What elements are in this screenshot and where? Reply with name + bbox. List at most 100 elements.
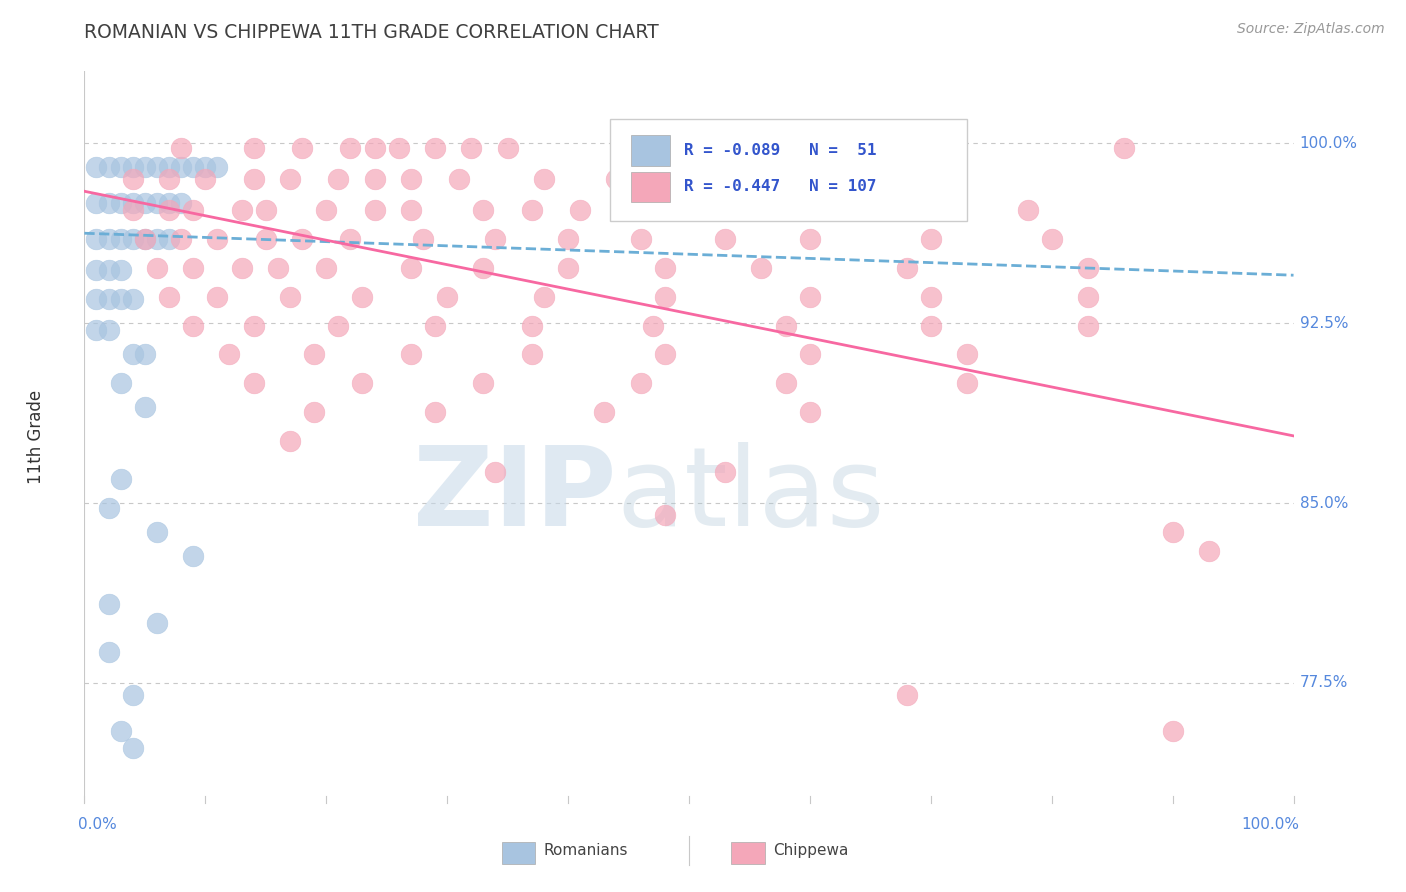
Point	[533, 290, 555, 304]
Point	[170, 141, 193, 155]
Point	[146, 161, 169, 175]
FancyBboxPatch shape	[502, 841, 536, 863]
Point	[134, 232, 156, 246]
Point	[315, 260, 337, 275]
Point	[423, 318, 446, 333]
Point	[1161, 524, 1184, 539]
Point	[1017, 203, 1039, 218]
Point	[242, 376, 264, 391]
Point	[86, 161, 108, 175]
Point	[170, 232, 193, 246]
Point	[121, 688, 143, 702]
Point	[97, 500, 120, 515]
Point	[399, 260, 422, 275]
Text: R = -0.089   N =  51: R = -0.089 N = 51	[685, 143, 876, 158]
Text: ZIP: ZIP	[413, 442, 616, 549]
Point	[520, 203, 543, 218]
Point	[134, 232, 156, 246]
Point	[399, 172, 422, 186]
Point	[146, 260, 169, 275]
Text: 100.0%: 100.0%	[1299, 136, 1358, 151]
Point	[1077, 260, 1099, 275]
Text: R = -0.447   N = 107: R = -0.447 N = 107	[685, 179, 876, 194]
Point	[97, 292, 120, 306]
Point	[352, 376, 374, 391]
Point	[388, 141, 411, 155]
Text: 85.0%: 85.0%	[1299, 496, 1348, 510]
Point	[218, 347, 240, 361]
Point	[110, 376, 132, 391]
Point	[1161, 723, 1184, 738]
Point	[835, 203, 858, 218]
Point	[423, 141, 446, 155]
Point	[339, 232, 361, 246]
Point	[121, 161, 143, 175]
Point	[520, 347, 543, 361]
Point	[630, 376, 652, 391]
Point	[896, 688, 918, 702]
Point	[896, 172, 918, 186]
Text: ROMANIAN VS CHIPPEWA 11TH GRADE CORRELATION CHART: ROMANIAN VS CHIPPEWA 11TH GRADE CORRELAT…	[84, 23, 659, 42]
Point	[110, 472, 132, 486]
Point	[302, 405, 325, 419]
Point	[1077, 290, 1099, 304]
Point	[231, 260, 253, 275]
Point	[654, 172, 676, 186]
Point	[157, 172, 180, 186]
Point	[533, 172, 555, 186]
Point	[339, 141, 361, 155]
Point	[157, 290, 180, 304]
Point	[207, 232, 229, 246]
Point	[460, 141, 482, 155]
Point	[714, 465, 737, 479]
FancyBboxPatch shape	[731, 841, 765, 863]
Point	[472, 260, 495, 275]
Point	[97, 161, 120, 175]
Point	[472, 203, 495, 218]
Point	[181, 260, 204, 275]
Point	[654, 260, 676, 275]
Point	[110, 232, 132, 246]
Point	[352, 290, 374, 304]
Text: 11th Grade: 11th Grade	[27, 390, 45, 484]
Point	[267, 260, 290, 275]
Point	[146, 232, 169, 246]
Point	[181, 203, 204, 218]
Text: Chippewa: Chippewa	[773, 843, 849, 858]
Point	[557, 260, 579, 275]
Point	[315, 203, 337, 218]
Point	[654, 508, 676, 522]
Point	[484, 232, 506, 246]
Point	[181, 161, 204, 175]
Point	[157, 196, 180, 211]
Point	[799, 405, 821, 419]
Point	[654, 290, 676, 304]
Point	[799, 232, 821, 246]
Point	[86, 292, 108, 306]
Point	[920, 318, 942, 333]
Point	[194, 172, 217, 186]
Point	[291, 232, 314, 246]
Point	[449, 172, 471, 186]
Text: 92.5%: 92.5%	[1299, 316, 1348, 331]
Point	[121, 196, 143, 211]
Point	[121, 172, 143, 186]
Point	[146, 524, 169, 539]
Point	[110, 196, 132, 211]
Point	[654, 347, 676, 361]
Point	[254, 232, 277, 246]
Point	[231, 203, 253, 218]
Point	[134, 400, 156, 414]
Point	[363, 172, 385, 186]
Point	[121, 740, 143, 755]
Point	[146, 615, 169, 630]
Point	[569, 203, 592, 218]
Point	[86, 263, 108, 277]
Point	[134, 347, 156, 361]
Text: Romanians: Romanians	[544, 843, 628, 858]
Point	[775, 318, 797, 333]
Point	[496, 141, 519, 155]
Point	[399, 347, 422, 361]
Point	[170, 196, 193, 211]
Point	[97, 323, 120, 337]
